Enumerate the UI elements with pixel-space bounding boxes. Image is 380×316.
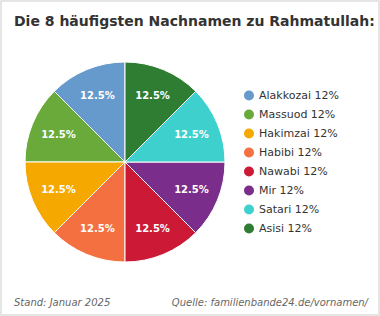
legend-swatch — [244, 205, 254, 215]
data-label: 12.5% — [41, 129, 76, 140]
data-label: 12.5% — [174, 184, 209, 195]
legend-swatch — [244, 129, 254, 139]
legend-label: Asisi 12% — [259, 222, 312, 235]
data-label: 12.5% — [174, 129, 209, 140]
data-label: 12.5% — [41, 184, 76, 195]
legend-swatch — [244, 186, 254, 196]
legend-swatch — [244, 167, 254, 177]
data-label: 12.5% — [135, 223, 170, 234]
legend-label: Habibi 12% — [259, 146, 322, 159]
chart: Die 8 häufigsten Nachnamen zu Rahmatulla… — [0, 0, 380, 316]
annotation: Quelle: familienbande24.de/vornamen/ — [172, 297, 370, 308]
legend-label: Massuod 12% — [259, 108, 335, 121]
pie-slice — [25, 91, 125, 162]
pie-slice — [125, 62, 196, 162]
pie-slice — [54, 162, 125, 262]
legend-label: Nawabi 12% — [259, 165, 328, 178]
legend-swatch — [244, 91, 254, 101]
data-label: 12.5% — [80, 90, 115, 101]
chart-container: Die 8 häufigsten Nachnamen zu Rahmatulla… — [0, 0, 380, 316]
annotation: Stand: Januar 2025 — [14, 297, 110, 308]
legend-label: Mir 12% — [259, 184, 304, 197]
pie — [25, 62, 225, 262]
data-label: 12.5% — [135, 90, 170, 101]
legend: Alakkozai 12% Massuod 12% Hakimzai 12% Habi… — [244, 89, 339, 235]
legend-label: Hakimzai 12% — [259, 127, 338, 140]
legend-swatch — [244, 224, 254, 234]
legend-swatch — [244, 110, 254, 120]
data-label: 12.5% — [80, 223, 115, 234]
data-labels: 12.5% 12.5% 12.5% 12.5% 12.5% 12.5% 12.5% 12.5% — [41, 90, 209, 234]
legend-swatch — [244, 148, 254, 158]
legend-label: Alakkozai 12% — [259, 89, 339, 102]
title: Die 8 häufigsten Nachnamen zu Rahmatulla… — [14, 13, 375, 29]
background — [1, 1, 379, 315]
legend-label: Satari 12% — [259, 203, 319, 216]
